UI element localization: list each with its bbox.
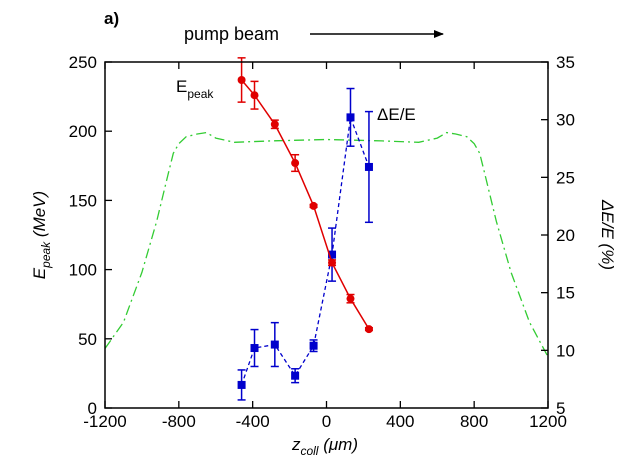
spread-series-label: ΔE/E [377,105,416,124]
y-right-tick-label: 35 [556,53,575,72]
y-right-tick-label: 20 [556,226,575,245]
epeak-data-point [291,159,300,168]
y-right-tick-label: 5 [556,399,565,418]
x-tick-label: 800 [460,412,488,431]
spread-series-line [240,117,370,386]
x-tick-label: 1200 [529,412,567,431]
y-right-tick-label: 10 [556,341,575,360]
epeak-series-label-main: E [176,77,187,96]
y-right-tick-label: 30 [556,111,575,130]
epeak-data-point [237,75,246,84]
y-left-tick-label: 200 [69,122,97,141]
epeak-series-label-sub: peak [187,87,214,101]
epeak-data-point [328,258,337,267]
x-axis-label-unit: (μm) [318,435,358,454]
y-axis-left-label-sub: peak [39,241,53,269]
y-left-tick-label: 150 [69,191,97,210]
spread-data-point [291,371,300,380]
x-tick-label: 0 [322,412,331,431]
x-tick-label: 400 [386,412,414,431]
pump-beam-annotation: pump beam [184,24,279,44]
spread-data-point [364,162,373,171]
x-tick-label: -1200 [83,412,126,431]
epeak-data-point [309,201,318,210]
epeak-data-point [250,91,259,100]
y-left-tick-label: 0 [88,399,97,418]
y-left-tick-label: 50 [78,330,97,349]
y-axis-left-label: Epeak (MeV) [30,191,53,279]
x-axis-label: zcoll (μm) [291,435,358,458]
y-axis-right-label: ΔE/E (%) [598,199,617,270]
x-tick-label: -400 [236,412,270,431]
spread-data-point [270,340,279,349]
epeak-series-label: Epeak [176,77,214,101]
y-axis-left-label-main: E [30,267,49,279]
epeak-data-point [346,294,355,303]
spread-data-point [237,380,246,389]
epeak-data-point [364,325,373,334]
spread-data-point [328,250,337,259]
panel-label: a) [104,9,119,28]
x-axis-label-main: z [291,435,301,454]
tick-layer: -1200 -800 -400 0 400 800 1200 0 50 100 150 200 250 5… [69,53,575,431]
y-left-tick-label: 250 [69,53,97,72]
spread-data-point [346,113,355,122]
y-right-tick-label: 15 [556,284,575,303]
series-layer [104,57,549,401]
epeak-series-line [241,79,370,330]
x-axis-label-sub: coll [300,444,318,458]
y-axis-left-label-unit: (MeV) [30,191,49,242]
epeak-data-point [270,120,279,129]
y-left-tick-label: 100 [69,261,97,280]
y-right-tick-label: 25 [556,168,575,187]
plot-frame [104,61,549,409]
spread-data-point [309,341,318,350]
x-tick-label: -800 [162,412,196,431]
spread-data-point [250,344,259,353]
